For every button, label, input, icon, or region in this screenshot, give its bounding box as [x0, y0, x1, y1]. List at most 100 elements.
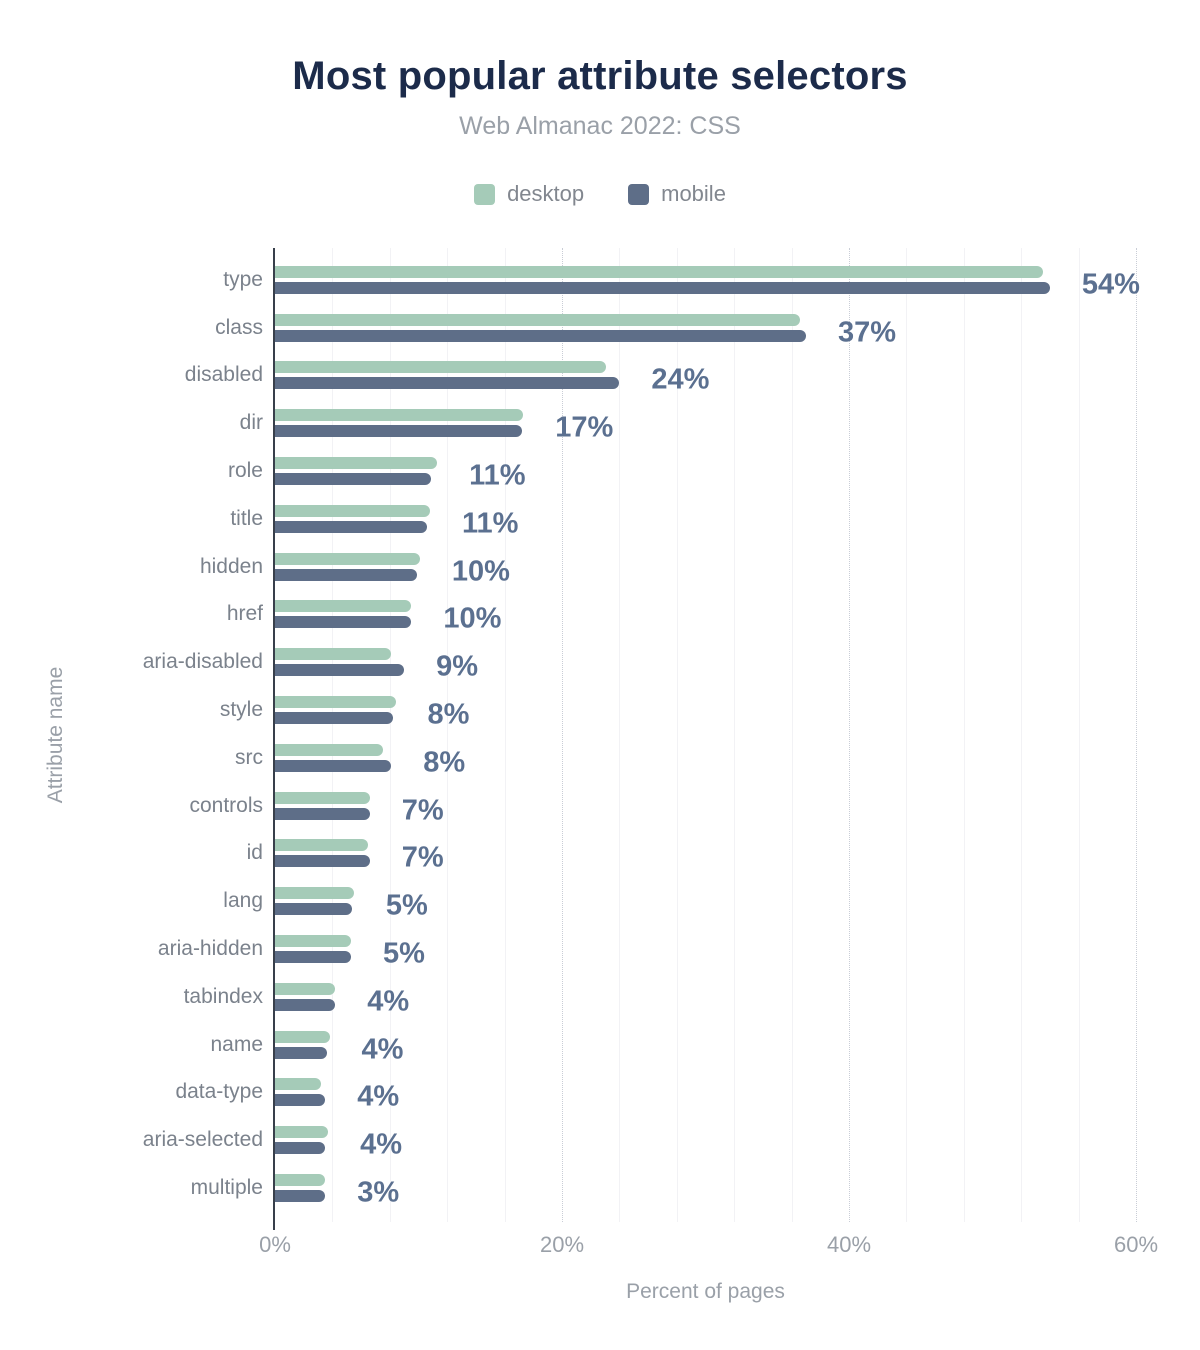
value-label: 8% [423, 746, 466, 779]
category-label: aria-selected [142, 1128, 263, 1152]
value-label: 24% [651, 363, 710, 396]
legend-item-mobile[interactable]: mobile [628, 181, 726, 207]
bar-mobile-aria-selected [275, 1142, 326, 1155]
bar-row-role: role 11% [228, 447, 1165, 495]
bar-desktop-title [275, 504, 430, 517]
bar-row-multiple: multiple 3% [191, 1164, 1165, 1212]
category-label: id [246, 841, 263, 865]
legend-item-desktop[interactable]: desktop [474, 181, 584, 207]
value-label: 11% [469, 459, 526, 492]
value-label: 17% [555, 411, 614, 444]
legend-swatch-mobile [628, 183, 650, 205]
legend-label: desktop [507, 181, 585, 206]
major-gridline [562, 248, 563, 1222]
bar-desktop-href [275, 600, 412, 613]
bar-mobile-data-type [275, 1094, 326, 1107]
bar-row-disabled: disabled 24% [185, 352, 1165, 400]
plot-area: type 54% class 37% disabled 24% dir 17% role 11% t… [143, 248, 1165, 1230]
bar-mobile-title [275, 520, 428, 533]
bar-desktop-type [275, 265, 1043, 278]
minor-gridline [619, 248, 621, 1222]
value-label: 5% [385, 889, 428, 922]
bar-desktop-aria-disabled [275, 648, 392, 661]
bar-row-src: src 8% [235, 734, 1165, 782]
x-tick-label: 0% [259, 1232, 291, 1257]
bar-mobile-type [275, 281, 1050, 294]
bar-mobile-tabindex [275, 998, 336, 1011]
category-label: disabled [184, 363, 263, 387]
minor-gridline [906, 248, 908, 1222]
bar-mobile-multiple [275, 1190, 326, 1203]
bar-row-name: name 4% [210, 1021, 1165, 1069]
bar-row-data-type: data-type 4% [175, 1069, 1165, 1117]
bar-desktop-lang [275, 887, 354, 900]
chart-title: Most popular attribute selectors [292, 54, 908, 98]
x-axis-ticks: 0% 20% 40% 60% [0, 1232, 1200, 1262]
category-label: hidden [199, 554, 263, 578]
chart-subtitle: Web Almanac 2022: CSS [459, 112, 741, 140]
category-label: tabindex [183, 984, 263, 1008]
value-label: 8% [427, 698, 470, 731]
minor-gridline [791, 248, 793, 1222]
x-tick-label: 40% [826, 1232, 872, 1257]
minor-gridline [447, 248, 449, 1222]
bar-desktop-src [275, 743, 383, 756]
category-label: aria-hidden [157, 937, 263, 961]
bar-mobile-class [275, 329, 806, 342]
bar-mobile-style [275, 712, 393, 725]
value-label: 11% [461, 507, 519, 540]
bar-row-type: type 54% [223, 256, 1165, 304]
bar-row-title: title 11% [230, 495, 1165, 543]
category-label: controls [189, 793, 263, 817]
x-tick-label: 60% [1113, 1232, 1159, 1257]
bar-row-controls: controls 7% [189, 782, 1165, 830]
bar-row-tabindex: tabindex 4% [184, 973, 1165, 1021]
bar-mobile-controls [275, 807, 370, 820]
y-axis-title: Attribute name [44, 666, 67, 804]
value-label: 7% [401, 794, 444, 827]
category-label: style [219, 698, 263, 722]
x-tick-label: 20% [539, 1232, 585, 1257]
minor-gridline [504, 248, 506, 1222]
value-label: 4% [357, 1080, 400, 1113]
bar-desktop-multiple [275, 1174, 326, 1187]
bar-mobile-disabled [275, 377, 620, 390]
minor-gridline [676, 248, 678, 1222]
y-axis-line [273, 248, 275, 1230]
minor-gridline [1021, 248, 1023, 1222]
bar-mobile-name [275, 1046, 327, 1059]
value-label: 10% [443, 602, 502, 635]
category-label: name [210, 1032, 263, 1056]
bar-desktop-dir [275, 409, 524, 422]
bar-rows: type 54% class 37% disabled 24% dir 17% role 11% t… [143, 256, 1165, 1212]
major-gridline [1136, 248, 1137, 1222]
category-label: dir [239, 411, 263, 435]
legend: desktop mobile [0, 181, 1200, 207]
value-label: 4% [360, 1128, 403, 1161]
bar-mobile-id [275, 855, 370, 868]
value-label: 5% [383, 937, 425, 970]
bar-desktop-style [275, 696, 396, 709]
value-label: 7% [401, 841, 444, 874]
value-label: 37% [837, 316, 896, 349]
value-label: 4% [361, 1033, 404, 1066]
value-label: 9% [436, 650, 479, 683]
bar-desktop-disabled [275, 361, 607, 374]
bar-row-aria-selected: aria-selected 4% [143, 1116, 1165, 1164]
category-label: role [227, 459, 263, 483]
bar-row-lang: lang 5% [223, 877, 1165, 925]
bar-mobile-src [275, 759, 392, 772]
bar-mobile-dir [275, 425, 522, 438]
bar-row-style: style 8% [220, 686, 1165, 734]
bar-mobile-href [275, 616, 412, 629]
bar-row-class: class 37% [215, 304, 1165, 352]
bar-row-aria-hidden: aria-hidden 5% [158, 925, 1165, 973]
category-label: aria-disabled [142, 650, 263, 674]
bar-desktop-class [275, 313, 801, 326]
bar-row-id: id 7% [247, 830, 1165, 878]
bar-desktop-controls [275, 791, 370, 804]
minor-gridline [389, 248, 391, 1222]
minor-gridline [1078, 248, 1080, 1222]
bar-desktop-data-type [275, 1078, 321, 1091]
